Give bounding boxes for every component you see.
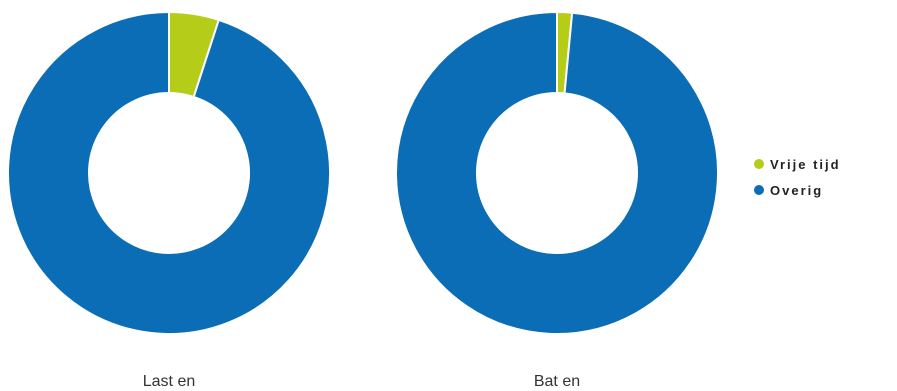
chart-title-baten: Bat en bbox=[534, 373, 580, 390]
donut-chart-lasten bbox=[7, 10, 331, 335]
legend: Vrije tijd Overig bbox=[754, 157, 841, 198]
legend-label-vrije-tijd: Vrije tijd bbox=[770, 157, 841, 172]
donut-chart-baten bbox=[395, 10, 719, 335]
donut-slice-overig bbox=[395, 10, 719, 335]
donut-slice-overig bbox=[7, 10, 331, 335]
legend-label-overig: Overig bbox=[770, 183, 823, 198]
legend-marker-overig bbox=[754, 185, 764, 195]
chart-title-lasten: Last en bbox=[143, 373, 195, 390]
legend-marker-vrije-tijd bbox=[754, 159, 764, 169]
